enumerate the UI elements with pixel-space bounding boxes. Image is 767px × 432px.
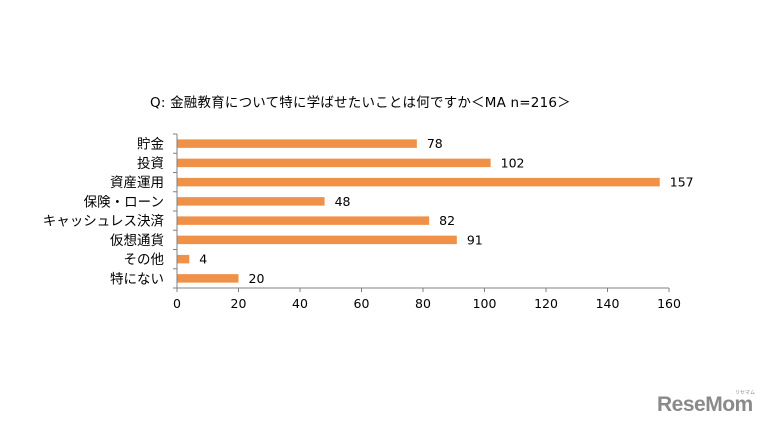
bar bbox=[177, 254, 190, 264]
category-label: 貯金 bbox=[137, 137, 164, 153]
x-tick-label: 20 bbox=[231, 296, 247, 311]
bar bbox=[177, 177, 660, 187]
data-label: 91 bbox=[467, 232, 483, 247]
data-label: 102 bbox=[501, 155, 525, 170]
x-tick-label: 160 bbox=[657, 296, 681, 311]
data-label: 20 bbox=[249, 271, 265, 286]
x-tick-label: 80 bbox=[415, 296, 431, 311]
category-label: 資産運用 bbox=[110, 175, 164, 191]
category-label: 仮想通貨 bbox=[110, 232, 164, 249]
category-label: キャッシュレス決済 bbox=[43, 214, 165, 230]
category-label: 保険・ローン bbox=[84, 194, 164, 210]
data-label: 82 bbox=[439, 213, 455, 228]
bar bbox=[177, 216, 430, 225]
resemom-logo: ReseMom bbox=[657, 393, 753, 416]
x-tick-label: 40 bbox=[292, 296, 308, 311]
bar bbox=[177, 158, 491, 168]
category-label: その他 bbox=[124, 252, 165, 268]
category-label: 投資 bbox=[137, 156, 164, 172]
bar bbox=[177, 235, 457, 245]
category-label: 特にない bbox=[110, 271, 164, 287]
x-tick-label: 140 bbox=[596, 296, 620, 311]
data-label: 4 bbox=[199, 252, 207, 267]
chart-title: Q: 金融教育について特に学ばせたいことは何ですか＜MA n=216＞ bbox=[150, 95, 571, 111]
data-label: 157 bbox=[670, 175, 694, 190]
x-tick-label: 60 bbox=[354, 296, 370, 311]
data-label: 48 bbox=[335, 194, 351, 209]
resemom-logo-kana: リセマム bbox=[735, 390, 756, 396]
bar bbox=[177, 139, 417, 148]
bar bbox=[177, 274, 239, 283]
x-tick-label: 100 bbox=[473, 296, 497, 311]
x-tick-label: 120 bbox=[534, 296, 558, 311]
bar bbox=[177, 197, 325, 206]
data-label: 78 bbox=[427, 136, 443, 151]
x-tick-label: 0 bbox=[173, 296, 181, 311]
